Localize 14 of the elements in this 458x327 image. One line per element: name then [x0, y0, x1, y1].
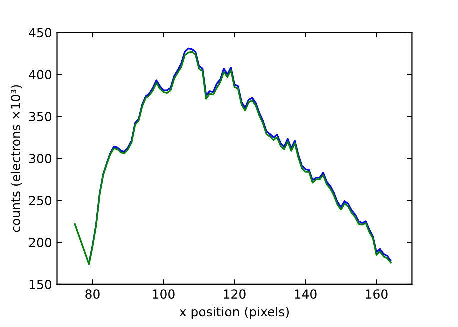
- x-tick-label: 120: [224, 290, 246, 300]
- x-tick-label: 140: [295, 290, 317, 300]
- x-tick-label: 100: [153, 290, 175, 300]
- y-tick-label: 150: [30, 280, 52, 290]
- y-axis-title: counts (electrons ×10³): [10, 85, 22, 232]
- x-tick-label: 160: [366, 290, 388, 300]
- x-axis-title: x position (pixels): [180, 307, 289, 320]
- y-tick-label: 200: [29, 238, 52, 248]
- y-tick-label: 300: [29, 154, 52, 164]
- y-tick-label: 250: [29, 196, 52, 206]
- x-tick-label: 80: [86, 290, 100, 300]
- y-tick-label: 450: [29, 28, 52, 38]
- y-tick-label: 350: [29, 112, 52, 122]
- y-tick-label: 400: [29, 70, 52, 80]
